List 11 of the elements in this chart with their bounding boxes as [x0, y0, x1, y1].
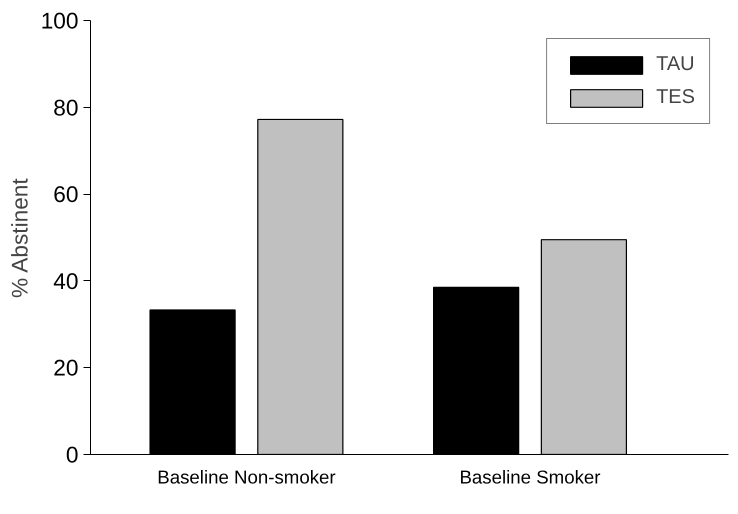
- legend-label: TES: [656, 86, 695, 109]
- x-tick-label: Baseline Smoker: [460, 466, 601, 488]
- y-tick-label: 20: [53, 354, 78, 381]
- y-tick-label: 40: [53, 268, 78, 294]
- y-tick-label: 80: [53, 94, 78, 120]
- y-tick-label: 100: [40, 8, 79, 34]
- x-tick-label: Baseline Non-smoker: [157, 466, 336, 488]
- y-tick-label: 0: [66, 442, 79, 468]
- y-tick-label: 60: [53, 181, 78, 208]
- legend-label: TAU: [656, 53, 695, 76]
- y-axis-title: % Abstinent: [6, 178, 33, 298]
